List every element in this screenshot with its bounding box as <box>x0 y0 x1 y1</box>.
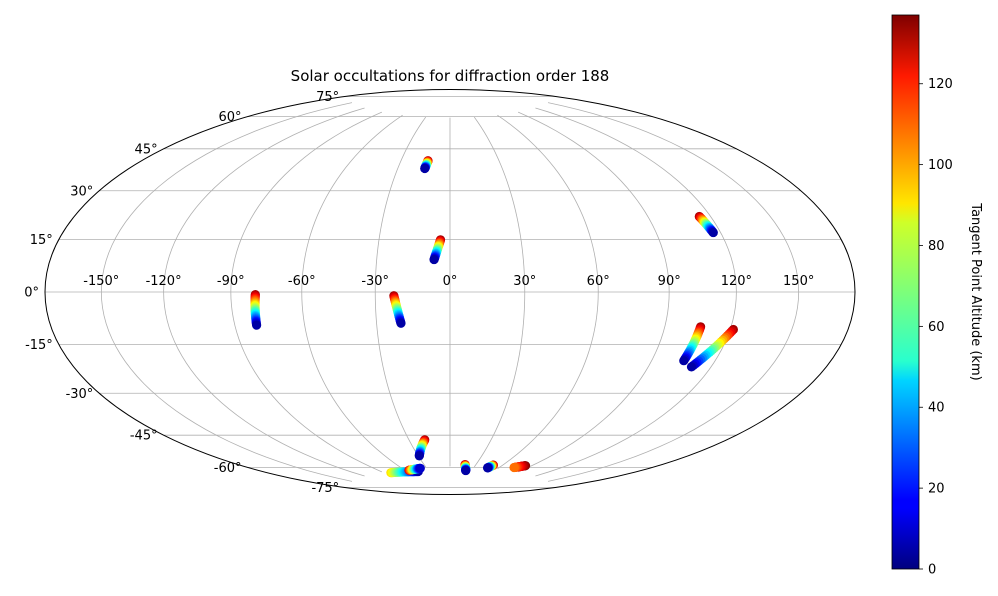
graticule <box>45 96 855 488</box>
longitude-tick-label: -150° <box>83 274 119 289</box>
latitude-tick-label: 0° <box>24 286 39 301</box>
colorbar-label: Tangent Point Altitude (km) <box>968 202 983 380</box>
colorbar-tick-label: 40 <box>928 401 945 416</box>
longitude-tick-label: 30° <box>513 274 536 289</box>
longitude-tick-label: -60° <box>288 274 316 289</box>
longitude-tick-label: 90° <box>658 274 681 289</box>
occultation-point <box>708 227 718 238</box>
latitude-tick-label: 60° <box>218 110 241 125</box>
latitude-tick-label: -15° <box>25 338 53 353</box>
colorbar-tick-label: 0 <box>928 563 936 578</box>
map-boundary <box>44 89 856 495</box>
longitude-tick-label: 150° <box>783 274 814 289</box>
occultation-point <box>396 318 406 328</box>
colorbar-gradient <box>891 14 920 570</box>
occultation-point <box>509 462 519 473</box>
chart-title: Solar occultations for diffraction order… <box>291 67 610 85</box>
map-outline <box>44 89 856 495</box>
latitude-tick-label: -30° <box>66 387 94 402</box>
occultation-point <box>461 465 471 476</box>
longitude-tick-label: -90° <box>217 274 245 289</box>
occultation-point <box>686 362 697 372</box>
colorbar-tick-label: 80 <box>928 239 945 254</box>
colorbar: 0 20 40 60 80 100 120 Tangent Point Altitude (… <box>891 14 983 578</box>
colorbar-tick-label: 100 <box>928 158 953 173</box>
occultation-point <box>679 356 689 366</box>
occultation-point <box>252 320 262 330</box>
longitude-tick-label: 60° <box>587 274 610 289</box>
occultation-point <box>429 254 439 265</box>
occultation-point <box>420 163 430 174</box>
occultation-point <box>415 463 425 473</box>
latitude-tick-label: 30° <box>70 184 93 199</box>
colorbar-tick-label: 120 <box>928 77 953 92</box>
latitude-tick-labels: 75° 60° 45° 30° 15° 0° -15° -30° -45° -60° -75° <box>24 90 339 496</box>
longitude-tick-label: -120° <box>146 274 182 289</box>
longitude-tick-label: -30° <box>361 274 389 289</box>
latitude-tick-label: 45° <box>135 142 158 157</box>
longitude-tick-labels: -150° -120° -90° -60° -30° 0° 30° 60° 90° 120° 150… <box>83 274 814 289</box>
occultation-point <box>482 463 493 473</box>
colorbar-tick-label: 60 <box>928 320 945 335</box>
longitude-tick-label: 0° <box>443 274 458 289</box>
latitude-tick-label: -60° <box>214 461 242 476</box>
occultation-points <box>250 156 738 478</box>
longitude-tick-label: 120° <box>721 274 752 289</box>
latitude-tick-label: -45° <box>130 429 158 444</box>
latitude-tick-label: 15° <box>30 233 53 248</box>
colorbar-tick-label: 20 <box>928 482 945 497</box>
latitude-tick-label: 75° <box>316 90 339 105</box>
colorbar-ticks: 0 20 40 60 80 100 120 <box>919 77 953 578</box>
latitude-tick-label: -75° <box>311 481 339 496</box>
occultation-point <box>414 451 424 461</box>
